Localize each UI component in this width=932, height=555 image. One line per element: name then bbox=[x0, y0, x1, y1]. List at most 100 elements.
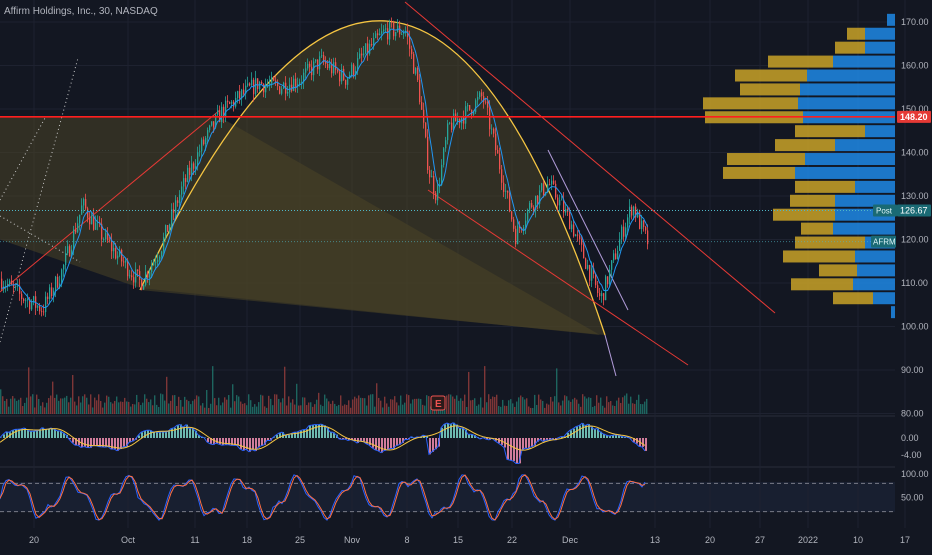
candle-body[interactable] bbox=[281, 89, 282, 94]
candle-body[interactable] bbox=[63, 265, 64, 269]
candle-body[interactable] bbox=[105, 233, 106, 239]
candle-body[interactable] bbox=[51, 287, 52, 296]
candle-body[interactable] bbox=[45, 297, 46, 312]
candle-body[interactable] bbox=[575, 235, 576, 237]
candle-body[interactable] bbox=[239, 91, 240, 98]
candle-body[interactable] bbox=[587, 265, 588, 269]
candle-body[interactable] bbox=[227, 101, 228, 103]
candle-body[interactable] bbox=[391, 22, 392, 23]
candle-body[interactable] bbox=[131, 275, 132, 277]
candle-body[interactable] bbox=[363, 54, 364, 56]
candle-body[interactable] bbox=[523, 227, 524, 229]
candle-body[interactable] bbox=[309, 64, 310, 67]
candle-body[interactable] bbox=[435, 193, 436, 200]
candle-body[interactable] bbox=[479, 92, 480, 97]
candle-body[interactable] bbox=[151, 265, 152, 272]
candle-body[interactable] bbox=[641, 221, 642, 229]
candle-body[interactable] bbox=[193, 163, 194, 168]
candle-body[interactable] bbox=[585, 258, 586, 269]
candle-body[interactable] bbox=[191, 163, 192, 175]
candle-body[interactable] bbox=[445, 140, 446, 148]
candle-body[interactable] bbox=[485, 102, 486, 103]
candle-body[interactable] bbox=[557, 197, 558, 205]
candle-body[interactable] bbox=[469, 105, 470, 110]
candle-body[interactable] bbox=[267, 85, 268, 86]
candle-body[interactable] bbox=[489, 108, 490, 130]
candle-body[interactable] bbox=[553, 181, 554, 184]
candle-body[interactable] bbox=[397, 26, 398, 32]
candle-body[interactable] bbox=[339, 72, 340, 82]
candle-body[interactable] bbox=[295, 79, 296, 87]
candle-body[interactable] bbox=[447, 123, 448, 140]
candle-body[interactable] bbox=[561, 200, 562, 201]
candle-body[interactable] bbox=[31, 302, 32, 309]
candle-body[interactable] bbox=[307, 64, 308, 68]
candle-body[interactable] bbox=[79, 215, 80, 224]
candle-body[interactable] bbox=[377, 33, 378, 35]
candle-body[interactable] bbox=[259, 82, 260, 89]
candle-body[interactable] bbox=[419, 80, 420, 102]
candle-body[interactable] bbox=[89, 218, 90, 224]
candle-body[interactable] bbox=[95, 222, 96, 229]
candle-body[interactable] bbox=[167, 225, 168, 232]
candle-body[interactable] bbox=[135, 269, 136, 282]
candle-body[interactable] bbox=[205, 138, 206, 144]
candle-body[interactable] bbox=[541, 183, 542, 190]
candle-body[interactable] bbox=[203, 140, 204, 145]
candle-body[interactable] bbox=[249, 83, 250, 85]
candle-body[interactable] bbox=[559, 200, 560, 205]
candle-body[interactable] bbox=[443, 148, 444, 165]
candle-body[interactable] bbox=[315, 59, 316, 61]
candle-body[interactable] bbox=[467, 105, 468, 106]
candle-body[interactable] bbox=[409, 37, 410, 49]
candle-body[interactable] bbox=[133, 277, 134, 282]
candle-body[interactable] bbox=[361, 54, 362, 56]
candle-body[interactable] bbox=[543, 183, 544, 195]
candle-body[interactable] bbox=[149, 272, 150, 277]
candle-body[interactable] bbox=[395, 32, 396, 36]
candle-body[interactable] bbox=[333, 62, 334, 73]
candle-body[interactable] bbox=[645, 227, 646, 231]
candle-body[interactable] bbox=[421, 102, 422, 110]
candle-body[interactable] bbox=[531, 203, 532, 207]
candle-body[interactable] bbox=[189, 168, 190, 175]
candle-body[interactable] bbox=[509, 193, 510, 212]
candle-body[interactable] bbox=[603, 293, 604, 300]
candle-body[interactable] bbox=[527, 210, 528, 221]
candle-body[interactable] bbox=[373, 38, 374, 45]
candle-body[interactable] bbox=[67, 246, 68, 253]
candle-body[interactable] bbox=[225, 101, 226, 118]
candle-body[interactable] bbox=[623, 227, 624, 237]
candle-body[interactable] bbox=[633, 207, 634, 216]
candle-body[interactable] bbox=[505, 191, 506, 192]
candle-body[interactable] bbox=[607, 276, 608, 284]
candle-body[interactable] bbox=[87, 208, 88, 218]
candle-body[interactable] bbox=[41, 311, 42, 312]
candle-body[interactable] bbox=[109, 240, 110, 241]
candle-body[interactable] bbox=[417, 68, 418, 80]
candle-body[interactable] bbox=[619, 239, 620, 251]
candle-body[interactable] bbox=[183, 178, 184, 186]
candle-body[interactable] bbox=[627, 217, 628, 227]
candle-body[interactable] bbox=[437, 185, 438, 200]
candle-body[interactable] bbox=[115, 248, 116, 259]
candle-body[interactable] bbox=[381, 31, 382, 33]
candle-body[interactable] bbox=[387, 28, 388, 39]
candle-body[interactable] bbox=[37, 306, 38, 308]
candle-body[interactable] bbox=[385, 28, 386, 29]
candle-body[interactable] bbox=[91, 215, 92, 224]
candle-body[interactable] bbox=[617, 251, 618, 259]
candle-body[interactable] bbox=[213, 121, 214, 127]
candle-body[interactable] bbox=[321, 55, 322, 56]
candle-body[interactable] bbox=[209, 126, 210, 130]
candle-body[interactable] bbox=[611, 260, 612, 270]
candle-body[interactable] bbox=[621, 227, 622, 240]
candle-body[interactable] bbox=[433, 176, 434, 193]
candle-body[interactable] bbox=[27, 299, 28, 300]
candle-body[interactable] bbox=[487, 102, 488, 108]
candle-body[interactable] bbox=[75, 230, 76, 233]
candle-body[interactable] bbox=[533, 207, 534, 210]
candle-body[interactable] bbox=[69, 246, 70, 256]
candle-body[interactable] bbox=[111, 241, 112, 251]
